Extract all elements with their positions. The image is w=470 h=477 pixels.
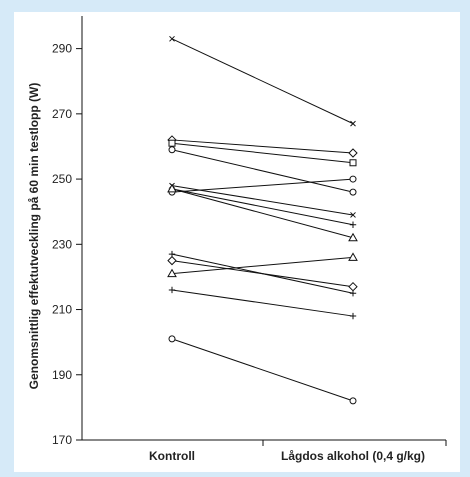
x-marker bbox=[350, 120, 356, 127]
y-axis-title: Genomsnittlig effektutveckling på 60 min… bbox=[27, 83, 41, 390]
series-line bbox=[171, 38, 354, 125]
series-line bbox=[171, 289, 354, 317]
y-tick-label: 290 bbox=[52, 42, 72, 56]
x-marker bbox=[169, 35, 175, 42]
series-line bbox=[171, 178, 354, 193]
triangle-marker bbox=[167, 268, 177, 278]
circle-marker bbox=[349, 397, 357, 405]
x-category-label: Kontroll bbox=[149, 449, 195, 463]
x-category-label: Lågdos alkohol (0,4 g/kg) bbox=[281, 449, 425, 463]
diamond-marker bbox=[348, 148, 358, 158]
diamond-marker bbox=[348, 282, 358, 292]
x-labels: Kontroll Lågdos alkohol (0,4 g/kg) bbox=[149, 449, 425, 463]
triangle-marker bbox=[348, 252, 358, 261]
circle-marker bbox=[168, 335, 176, 343]
axes bbox=[81, 16, 447, 446]
x-marker bbox=[350, 212, 356, 218]
markers bbox=[167, 35, 358, 405]
series-line bbox=[171, 185, 354, 216]
series-line bbox=[171, 139, 354, 154]
plus-marker bbox=[168, 286, 176, 294]
diamond-marker bbox=[167, 255, 177, 266]
series-line bbox=[171, 149, 354, 193]
series-line bbox=[171, 260, 354, 288]
triangle-marker bbox=[348, 232, 358, 242]
y-tick-label: 250 bbox=[52, 172, 72, 186]
circle-marker bbox=[349, 188, 357, 196]
square-marker bbox=[168, 139, 176, 147]
y-tick-label: 190 bbox=[52, 368, 72, 382]
series-line bbox=[171, 142, 354, 164]
y-tick-label: 170 bbox=[52, 433, 72, 447]
y-tick-label: 210 bbox=[52, 303, 72, 317]
series-line bbox=[171, 256, 354, 275]
y-ticks: 170 190 210 230 250 270 290 bbox=[52, 42, 82, 447]
circle-marker bbox=[168, 146, 176, 154]
series-line bbox=[171, 188, 354, 239]
y-tick-label: 230 bbox=[52, 237, 72, 251]
series-lines bbox=[171, 38, 354, 402]
plus-marker bbox=[349, 221, 357, 228]
triangle-marker bbox=[167, 183, 177, 193]
circle-marker bbox=[349, 175, 357, 183]
y-tick-label: 270 bbox=[52, 107, 72, 121]
series-line bbox=[171, 338, 354, 402]
plus-marker bbox=[349, 312, 357, 320]
square-marker bbox=[349, 159, 357, 167]
chart-panel bbox=[14, 12, 460, 472]
series-line bbox=[171, 188, 354, 226]
